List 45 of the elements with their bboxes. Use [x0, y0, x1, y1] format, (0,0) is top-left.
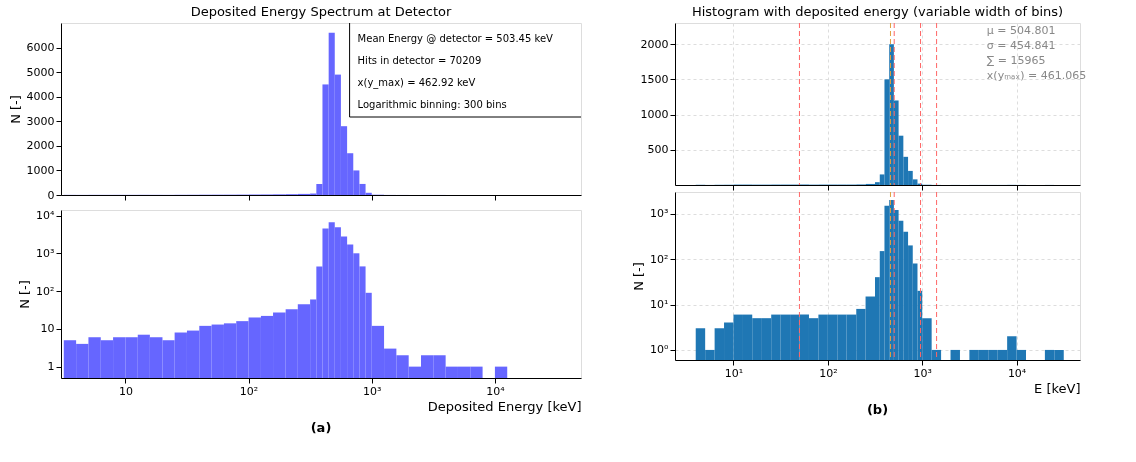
annotation: Logarithmic binning: 300 bins	[357, 99, 507, 110]
x-tick-label: 10³	[913, 366, 932, 380]
y-tick-label: 0	[47, 188, 55, 202]
y-tick-label: 6000	[26, 41, 55, 55]
x-tick-label: 10¹	[724, 366, 744, 380]
y-axis-title: N [-]	[631, 262, 647, 291]
y-tick-label: 4000	[26, 90, 55, 104]
x-tick-label: 10	[118, 384, 133, 398]
chart-title: Deposited Energy Spectrum at Detector	[190, 3, 452, 19]
annotation: ∑ = 15965	[986, 54, 1046, 67]
y-tick-label: 500	[647, 143, 669, 157]
y-tick-label: 10¹	[650, 298, 669, 312]
y-tick-label: 1500	[640, 72, 669, 86]
annotation: σ = 454.841	[986, 39, 1056, 52]
y-tick-label: 2000	[26, 139, 55, 153]
y-tick-label: 1000	[640, 108, 669, 122]
x-tick-label: 10²	[819, 366, 838, 380]
y-tick-label: 5000	[26, 65, 55, 79]
x-tick-label: 10⁴	[1007, 366, 1027, 380]
annotation: Hits in detector = 70209	[357, 55, 482, 66]
annotation: μ = 504.801	[986, 24, 1056, 37]
text: (b)	[866, 402, 889, 417]
y-tick-label: 1000	[26, 163, 55, 177]
y-axis-title: N [-]	[17, 280, 33, 309]
y-tick-label: 10³	[650, 207, 669, 221]
annotation: Mean Energy @ detector = 503.45 keV	[357, 33, 554, 44]
y-tick-label: 1	[47, 360, 55, 374]
y-tick-label: 10⁴	[36, 209, 56, 223]
y-tick-label: 3000	[26, 114, 55, 128]
x-tick-label: 10²	[239, 384, 259, 398]
annotation: x(y_max) = 462.92 keV	[357, 77, 476, 89]
y-axis-title: N [-]	[7, 95, 23, 124]
y-tick-label: 10⁰	[650, 343, 670, 357]
text: (a)	[310, 420, 332, 435]
x-axis-title: Deposited Energy [keV]	[427, 398, 582, 414]
y-tick-label: 10²	[650, 252, 669, 266]
y-tick-label: 10	[40, 322, 55, 336]
y-tick-label: 10²	[36, 284, 55, 298]
y-tick-label: 2000	[640, 37, 669, 51]
x-tick-label: 10³	[363, 384, 382, 398]
y-tick-label: 10³	[36, 246, 55, 260]
chart-title: Histogram with deposited energy (variable width of bins)	[691, 3, 1064, 19]
x-axis-title: E [keV]	[1034, 380, 1081, 396]
x-tick-label: 10⁴	[486, 384, 506, 398]
annotation: x(yₘₐₓ) = 461.065	[986, 69, 1087, 82]
